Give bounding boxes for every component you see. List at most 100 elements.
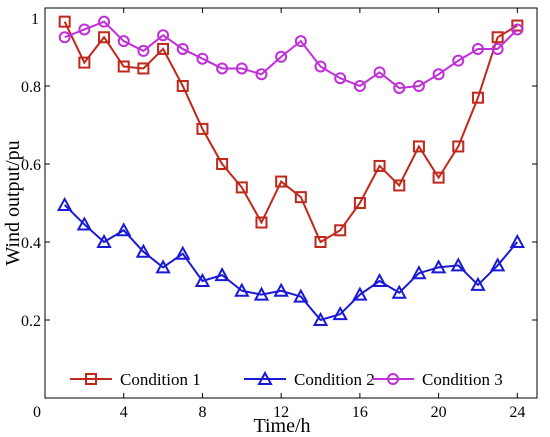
legend-item: Condition 1 <box>70 370 201 389</box>
data-point <box>294 191 307 204</box>
data-point <box>489 257 506 272</box>
data-point <box>196 52 209 65</box>
data-point <box>491 42 504 55</box>
legend-label: Condition 1 <box>120 370 201 389</box>
y-tick-label: 0.2 <box>21 313 41 330</box>
series-2 <box>56 196 526 326</box>
data-point <box>235 181 248 194</box>
legend-label: Condition 2 <box>294 370 375 389</box>
data-point <box>275 175 288 188</box>
x-tick-label: 4 <box>120 404 128 421</box>
data-point <box>98 15 111 28</box>
series-line <box>64 20 519 89</box>
data-point <box>371 272 388 287</box>
legend: Condition 1 Condition 2 Condition 3 <box>70 370 503 389</box>
data-point <box>275 50 288 63</box>
data-point <box>393 179 406 192</box>
legend-item: Condition 2 <box>244 370 375 389</box>
data-point <box>491 31 504 44</box>
data-point <box>471 42 484 55</box>
data-point <box>253 286 270 301</box>
data-point <box>450 257 466 272</box>
data-point <box>78 56 91 69</box>
data-point <box>196 122 209 135</box>
legend-marker <box>85 373 97 385</box>
data-point <box>509 233 526 248</box>
data-point <box>334 72 347 85</box>
data-point <box>96 233 112 248</box>
legend-item: Condition 3 <box>372 370 503 389</box>
y-tick-label: 0.4 <box>21 235 41 252</box>
data-point <box>294 35 307 48</box>
data-point <box>314 236 327 248</box>
data-point <box>56 196 73 211</box>
series-line <box>63 204 519 322</box>
data-point <box>452 54 465 67</box>
data-point <box>255 68 268 81</box>
series-layer <box>56 15 526 326</box>
data-point <box>470 276 486 291</box>
data-point <box>373 66 386 79</box>
data-point <box>157 42 170 55</box>
legend-marker <box>257 370 273 385</box>
data-point <box>135 243 152 258</box>
data-point <box>117 60 130 73</box>
x-tick-label: 20 <box>431 404 447 421</box>
data-point <box>314 60 327 73</box>
data-point <box>234 282 250 297</box>
data-point <box>78 23 91 36</box>
data-point <box>98 31 111 44</box>
plot-border <box>44 7 538 399</box>
data-point <box>471 91 484 104</box>
axis-ticks <box>44 8 537 398</box>
data-point <box>353 80 366 92</box>
y-axis-label: Wind output/pu <box>2 140 24 265</box>
data-point <box>76 216 93 231</box>
data-point <box>273 282 289 297</box>
data-point <box>511 23 524 36</box>
data-point <box>430 259 447 274</box>
data-point <box>58 15 71 28</box>
x-tick-label: 8 <box>198 404 206 421</box>
x-axis-label: Time/h <box>253 415 310 437</box>
y-tick-label: 0.6 <box>21 157 41 174</box>
y-tick-label: 0.8 <box>21 79 41 96</box>
data-point <box>412 80 425 92</box>
data-point <box>216 62 229 75</box>
series-1 <box>58 15 524 248</box>
data-point <box>353 197 366 209</box>
data-point <box>176 80 189 92</box>
x-tick-label: 16 <box>352 404 368 421</box>
y-tick-label-top: 1 <box>31 11 39 28</box>
data-point <box>194 272 211 287</box>
data-point <box>157 29 170 42</box>
data-point <box>176 42 189 55</box>
x-tick-label: 12 <box>273 404 289 421</box>
data-point <box>432 171 445 184</box>
data-point <box>58 31 71 44</box>
data-point <box>411 265 427 280</box>
data-point <box>255 216 268 229</box>
x-tick-label: 24 <box>509 404 525 421</box>
data-point <box>334 224 347 237</box>
data-point <box>216 158 229 170</box>
series-3 <box>58 15 524 94</box>
data-point <box>452 140 465 153</box>
plot-frame <box>44 7 538 399</box>
data-point <box>117 35 130 48</box>
data-point <box>412 140 425 153</box>
data-point <box>293 288 309 303</box>
data-point <box>137 62 150 75</box>
data-point <box>155 259 171 274</box>
data-point <box>373 159 386 172</box>
data-point <box>352 286 368 301</box>
data-point <box>393 81 406 94</box>
x-tick-label: 0 <box>33 404 41 421</box>
legend-marker <box>387 373 399 385</box>
data-point <box>214 267 230 282</box>
legend-label: Condition 3 <box>422 370 503 389</box>
data-point <box>332 306 348 321</box>
data-point <box>175 245 191 260</box>
data-point <box>312 311 329 326</box>
